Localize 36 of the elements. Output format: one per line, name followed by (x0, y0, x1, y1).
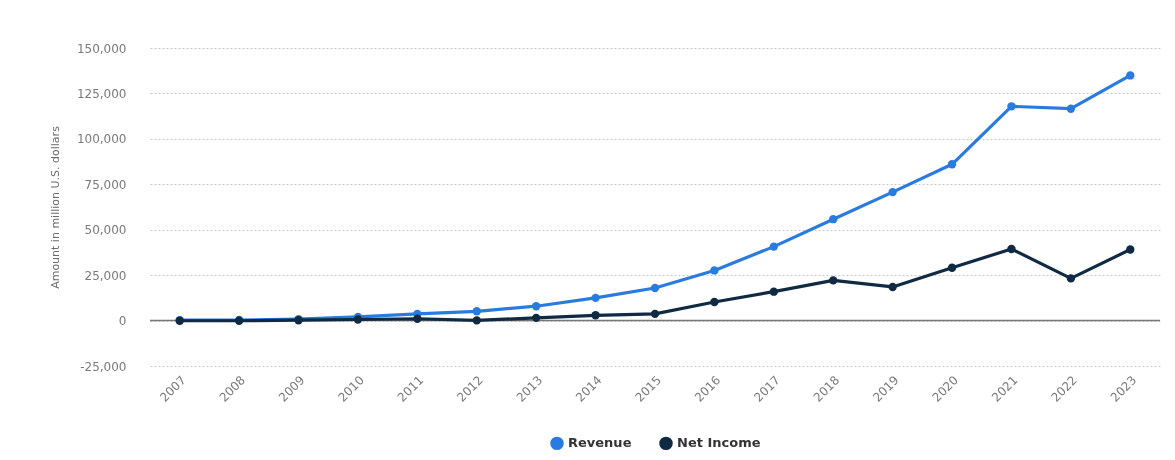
point (1126, 245, 1135, 254)
y-tick-label: 0 (118, 314, 127, 329)
y-tick-label: 150,000 (76, 41, 127, 56)
point (1007, 244, 1016, 254)
point (531, 313, 541, 323)
point (1007, 102, 1016, 111)
y-tick-label: 75,000 (84, 177, 127, 192)
point (888, 282, 897, 292)
point (710, 297, 719, 307)
point (472, 307, 481, 316)
point (650, 283, 660, 293)
point (947, 160, 957, 169)
legend-label: Net Income (677, 435, 761, 451)
point (888, 187, 897, 197)
point (472, 316, 481, 325)
point (1066, 274, 1076, 283)
y-axis-title: Amount in million U.S. dollars (48, 125, 62, 289)
point (650, 309, 660, 319)
y-tick-label: 100,000 (76, 132, 127, 147)
point (769, 242, 779, 251)
y-tick-label: 50,000 (84, 223, 127, 238)
point (413, 314, 422, 323)
y-tick-label: 125,000 (76, 86, 127, 101)
point (591, 311, 600, 320)
point (531, 302, 541, 311)
point (769, 287, 779, 296)
point (591, 293, 600, 303)
point (1066, 104, 1076, 113)
y-tick-label: 25,000 (84, 268, 127, 283)
point (829, 276, 838, 285)
y-tick-label: -25,000 (80, 359, 127, 374)
point (947, 263, 957, 272)
point (1126, 71, 1135, 80)
point (710, 266, 719, 275)
point (829, 215, 838, 224)
legend-label: Revenue (568, 435, 632, 451)
